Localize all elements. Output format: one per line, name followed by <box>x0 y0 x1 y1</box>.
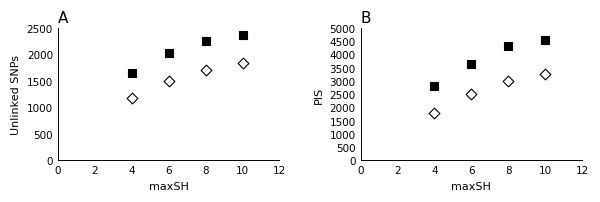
Point <box>127 97 136 100</box>
Y-axis label: Unlinked SNPs: Unlinked SNPs <box>11 55 21 134</box>
Point <box>541 40 550 43</box>
X-axis label: maxSH: maxSH <box>451 181 491 191</box>
Point <box>164 52 173 55</box>
Point <box>503 80 513 84</box>
Point <box>467 63 476 66</box>
Text: A: A <box>58 11 68 26</box>
X-axis label: maxSH: maxSH <box>149 181 188 191</box>
Y-axis label: PIS: PIS <box>314 86 324 103</box>
Text: B: B <box>361 11 371 26</box>
Point <box>201 69 211 72</box>
Point <box>503 45 513 49</box>
Point <box>430 85 439 88</box>
Point <box>238 34 247 37</box>
Point <box>467 93 476 96</box>
Point <box>201 40 211 43</box>
Point <box>164 80 173 84</box>
Point <box>127 72 136 75</box>
Point <box>541 73 550 76</box>
Point <box>430 112 439 115</box>
Point <box>238 62 247 66</box>
